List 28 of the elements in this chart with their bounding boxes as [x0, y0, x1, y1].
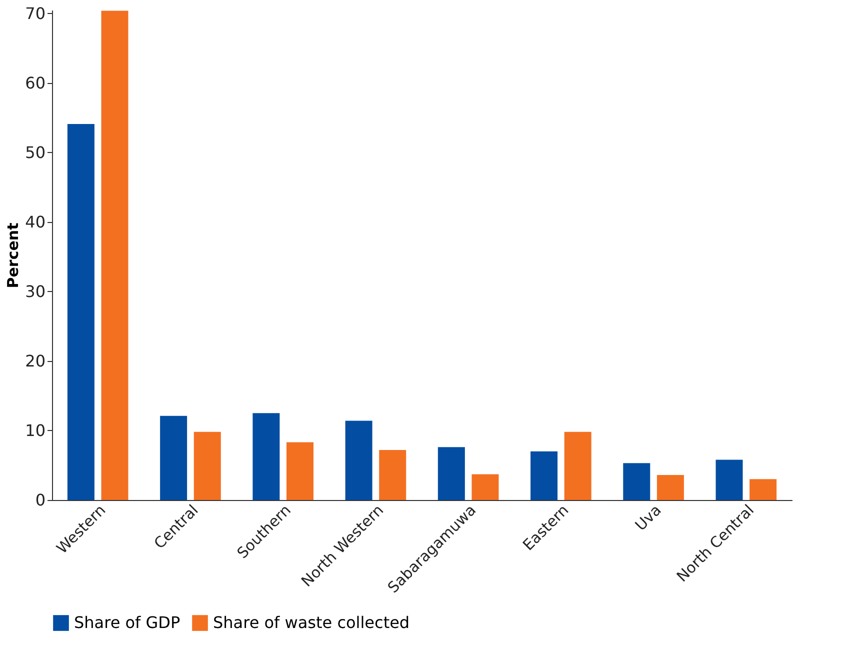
y-tick-label: 50	[25, 142, 46, 162]
legend-label: Share of waste collected	[213, 613, 410, 632]
bar	[252, 413, 280, 500]
y-axis-title: Percent	[4, 222, 22, 288]
y-tick-label: 60	[25, 73, 46, 92]
bar	[530, 451, 558, 500]
bar	[379, 450, 406, 500]
bar	[716, 460, 743, 500]
bar	[472, 474, 499, 500]
bar	[194, 432, 221, 500]
y-tick-label: 20	[25, 351, 46, 370]
y-tick-label: 70	[25, 4, 46, 23]
bar	[656, 474, 684, 500]
y-tick-label: 30	[25, 282, 46, 301]
bar	[101, 10, 128, 500]
bar	[67, 124, 94, 500]
bar	[564, 432, 592, 500]
bar	[438, 447, 465, 500]
y-tick-label: 0	[35, 490, 46, 510]
bar	[345, 420, 372, 500]
bar	[623, 463, 650, 500]
bar	[286, 442, 314, 500]
bar	[750, 479, 777, 500]
y-tick-label: 40	[25, 212, 46, 232]
x-tick-label: Uva	[632, 501, 665, 534]
bar	[160, 416, 188, 500]
legend-label: Share of GDP	[74, 613, 180, 632]
y-tick-label: 10	[25, 420, 46, 440]
